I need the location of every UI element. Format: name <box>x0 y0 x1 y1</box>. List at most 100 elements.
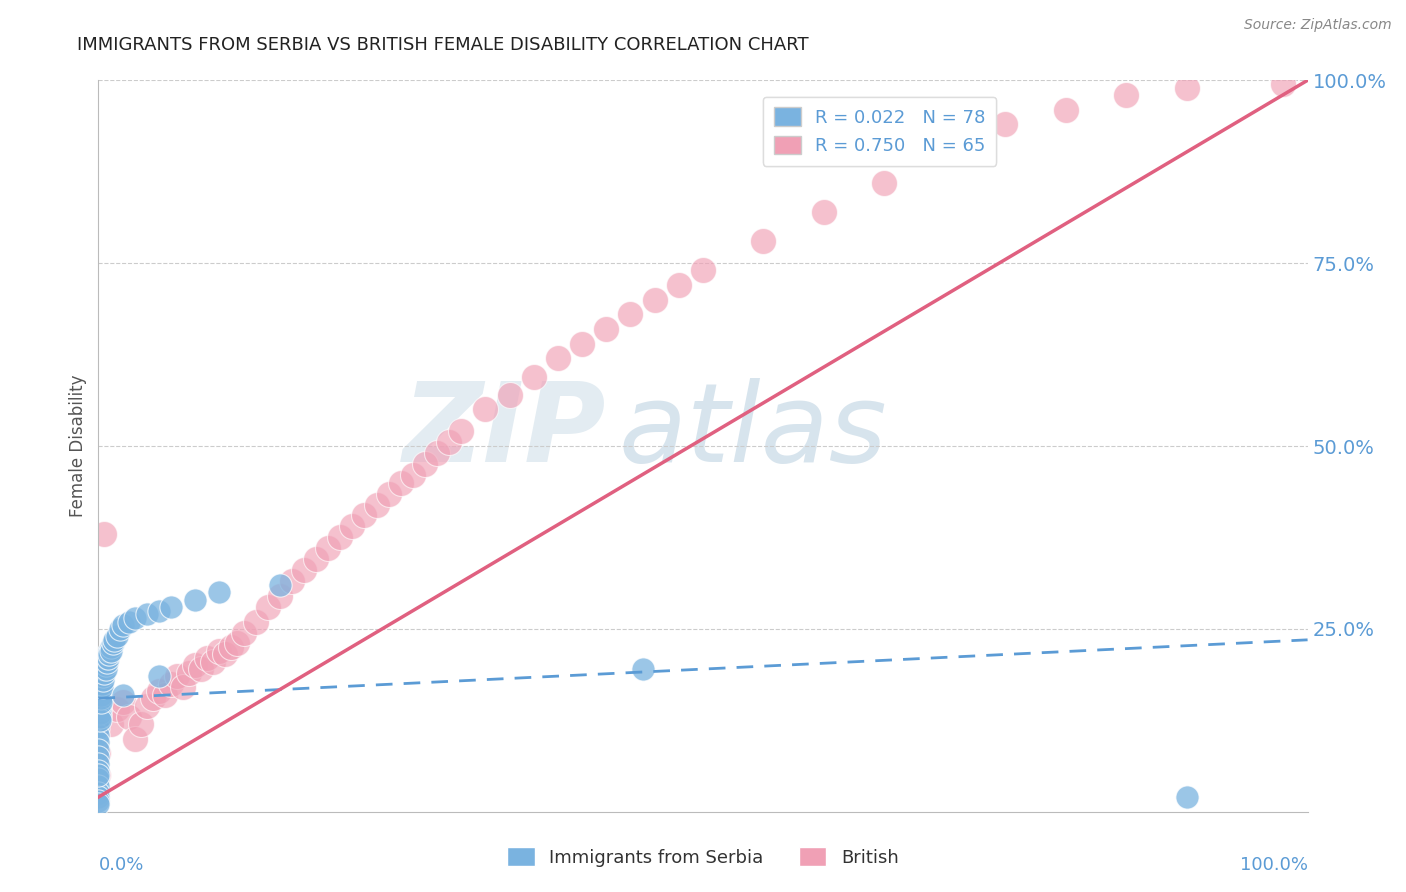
Point <box>90 695 112 709</box>
Point <box>91 669 114 683</box>
Point <box>97 648 120 662</box>
Point <box>389 475 412 490</box>
Point <box>94 655 117 669</box>
Point <box>90 688 112 702</box>
Point <box>934 146 956 161</box>
Point <box>135 607 157 622</box>
Point <box>208 644 231 658</box>
Point <box>87 717 110 731</box>
Point <box>153 688 176 702</box>
Point <box>96 651 118 665</box>
Point <box>100 717 122 731</box>
Point <box>91 676 114 690</box>
Point <box>269 589 291 603</box>
Text: 0.0%: 0.0% <box>98 855 143 873</box>
Point <box>692 263 714 277</box>
Point <box>98 648 121 662</box>
Point <box>89 698 111 713</box>
Point <box>208 585 231 599</box>
Point <box>245 615 267 629</box>
Point <box>644 293 666 307</box>
Point <box>103 632 125 647</box>
Point <box>87 676 110 690</box>
Point <box>89 709 111 723</box>
Point <box>111 618 134 632</box>
Point <box>160 676 183 690</box>
Point <box>89 681 111 695</box>
Point <box>94 662 117 676</box>
Point <box>89 714 111 728</box>
Point <box>91 662 114 676</box>
Point <box>87 779 110 793</box>
Point <box>190 662 212 676</box>
Point <box>89 673 111 687</box>
Point <box>105 629 128 643</box>
Point <box>994 117 1017 131</box>
Point <box>93 662 115 676</box>
Point <box>93 526 115 541</box>
Point <box>214 648 236 662</box>
Point <box>89 702 111 716</box>
Point <box>402 468 425 483</box>
Point <box>108 622 131 636</box>
Point <box>93 658 115 673</box>
Point <box>148 669 170 683</box>
Point <box>873 176 896 190</box>
Point <box>98 644 121 658</box>
Point <box>87 735 110 749</box>
Point <box>87 768 110 782</box>
Point <box>87 746 110 760</box>
Point <box>91 665 114 680</box>
Point <box>450 425 472 439</box>
Point <box>89 706 111 720</box>
Point <box>426 446 449 460</box>
Point <box>195 651 218 665</box>
Point <box>87 794 110 808</box>
Point <box>89 689 111 703</box>
Point <box>91 669 114 683</box>
Legend: R = 0.022   N = 78, R = 0.750   N = 65: R = 0.022 N = 78, R = 0.750 N = 65 <box>762 96 997 166</box>
Point <box>668 278 690 293</box>
Point <box>179 665 201 680</box>
Point <box>87 772 110 786</box>
Point <box>105 702 128 716</box>
Point <box>94 658 117 673</box>
Point <box>1175 790 1198 805</box>
Point <box>221 640 243 655</box>
Point <box>202 655 225 669</box>
Text: IMMIGRANTS FROM SERBIA VS BRITISH FEMALE DISABILITY CORRELATION CHART: IMMIGRANTS FROM SERBIA VS BRITISH FEMALE… <box>77 36 808 54</box>
Point <box>631 662 654 676</box>
Point <box>87 764 110 779</box>
Point <box>305 552 328 566</box>
Point <box>813 205 835 219</box>
Point <box>752 234 775 248</box>
Point <box>1272 77 1295 91</box>
Point <box>90 681 112 695</box>
Point <box>91 673 114 687</box>
Point <box>142 691 165 706</box>
Point <box>87 790 110 805</box>
Point <box>184 592 207 607</box>
Point <box>160 599 183 614</box>
Point <box>232 625 254 640</box>
Point <box>101 636 124 650</box>
Point <box>87 749 110 764</box>
Point <box>90 673 112 687</box>
Legend: Immigrants from Serbia, British: Immigrants from Serbia, British <box>501 840 905 874</box>
Point <box>281 574 304 589</box>
Point <box>269 578 291 592</box>
Point <box>87 787 110 801</box>
Y-axis label: Female Disability: Female Disability <box>69 375 87 517</box>
Point <box>329 530 352 544</box>
Point <box>111 688 134 702</box>
Text: 100.0%: 100.0% <box>1240 855 1308 873</box>
Point <box>437 435 460 450</box>
Point <box>619 307 641 321</box>
Point <box>87 691 110 706</box>
Point <box>474 402 496 417</box>
Point <box>595 322 617 336</box>
Point <box>226 636 249 650</box>
Point <box>118 615 141 629</box>
Point <box>1054 103 1077 117</box>
Point <box>87 768 110 782</box>
